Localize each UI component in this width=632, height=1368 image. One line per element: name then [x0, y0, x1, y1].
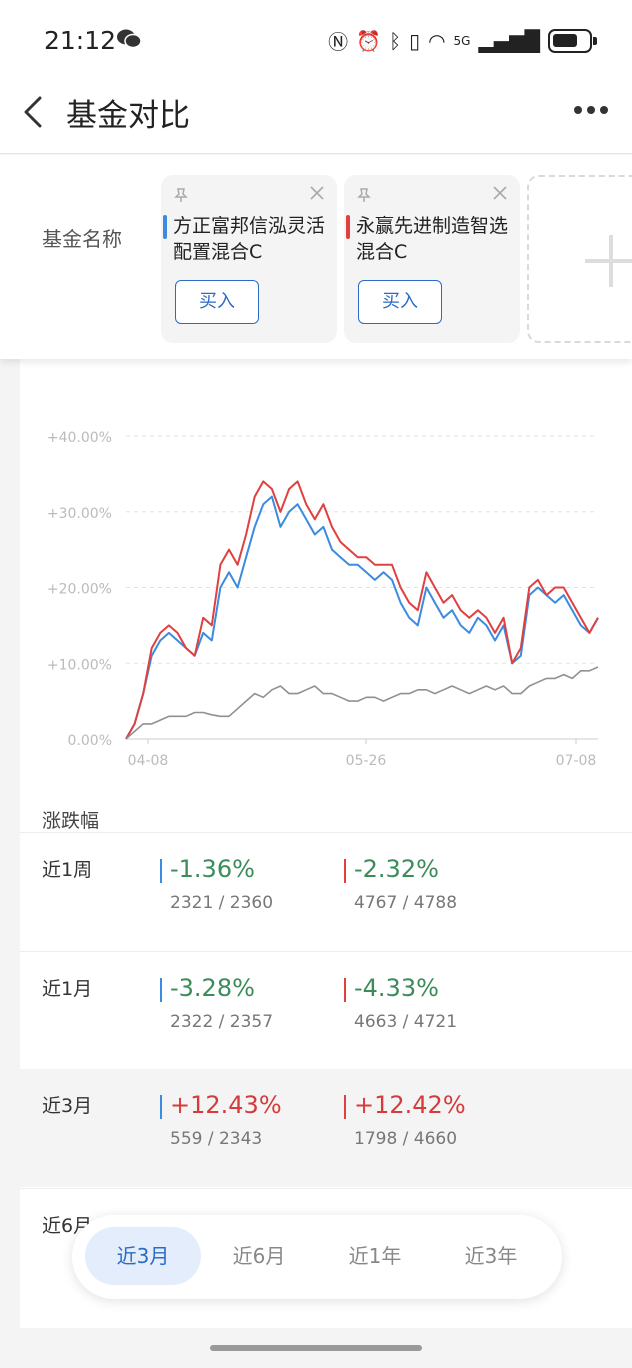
fund-card-1[interactable]: 方正富邦信泓灵活配置混合C 买入: [161, 175, 337, 343]
y-tick-label: +20.00%: [47, 582, 112, 598]
rank-value: 1798 / 4660: [354, 1129, 458, 1149]
fund-color-marker: [344, 1095, 346, 1119]
return-value: -2.32%: [354, 855, 439, 883]
tab-6m[interactable]: 近6月: [232, 1244, 286, 1268]
fund-color-marker: [344, 978, 346, 1002]
buy-button[interactable]: 买入: [175, 280, 259, 324]
series-line-2: [125, 480, 599, 740]
return-value: -4.33%: [354, 974, 439, 1002]
rank-value: 4767 / 4788: [354, 893, 458, 913]
performance-chart: +40.00% +30.00% +20.00% +10.00% 0.00% 04-08 05…: [47, 430, 599, 769]
wifi-icon: ◠: [428, 28, 446, 53]
fund-name: 永赢先进制造智选混合C: [356, 215, 509, 263]
tab-3y[interactable]: 近3年: [464, 1244, 518, 1268]
fund-name-label: 基金名称: [42, 227, 122, 251]
series-line-3: [125, 666, 599, 740]
x-tick-label: 07-08: [556, 753, 597, 769]
fund-color-marker: [160, 859, 162, 883]
page-title: 基金对比: [66, 98, 190, 134]
rank-value: 4663 / 4721: [354, 1012, 458, 1032]
tab-3m[interactable]: 近3月: [85, 1227, 201, 1285]
table-row: 近1周 -1.36% 2321 / 2360 -2.32% 4767 / 478…: [20, 832, 632, 950]
pin-icon[interactable]: [173, 187, 189, 203]
x-tick-label: 04-08: [128, 753, 169, 769]
fund-color-marker: [344, 859, 346, 883]
bluetooth-icon: ᛒ: [389, 28, 402, 53]
home-indicator: [210, 1345, 422, 1351]
series-line-1: [125, 495, 599, 740]
fund-color-marker: [346, 215, 350, 239]
status-icons: Ⓝ ⏰ ᛒ ▯ ◠ 5G ▂▄▆█: [328, 26, 597, 55]
y-tick-label: 0.00%: [68, 733, 112, 749]
period-tabbar: 近3月 近6月 近1年 近3年: [72, 1215, 562, 1299]
battery-icon: [548, 28, 597, 53]
more-icon[interactable]: [574, 102, 608, 118]
fund-header: 基金名称 方正富邦信泓灵活配置混合C 买入 永赢先进制造智选混合C 买入: [0, 155, 632, 359]
nfc-icon: Ⓝ: [328, 30, 349, 54]
fund-color-marker: [160, 978, 162, 1002]
fund-color-marker: [160, 1095, 162, 1119]
alarm-icon: ⏰: [356, 28, 382, 53]
rank-value: 559 / 2343: [170, 1129, 263, 1149]
y-tick-label: +30.00%: [47, 506, 112, 522]
signal-icon: ▂▄▆█: [478, 28, 540, 53]
y-tick-label: +10.00%: [47, 657, 112, 673]
buy-button[interactable]: 买入: [358, 280, 442, 324]
section-title: 涨跌幅: [42, 810, 100, 832]
close-icon[interactable]: [492, 185, 508, 201]
plus-icon: [585, 235, 632, 287]
table-row: 近1月 -3.28% 2322 / 2357 -4.33% 4663 / 472…: [20, 951, 632, 1069]
add-fund-card[interactable]: [527, 175, 632, 343]
tab-1y[interactable]: 近1年: [348, 1244, 402, 1268]
fund-name: 方正富邦信泓灵活配置混合C: [173, 215, 326, 263]
network-label: 5G: [453, 33, 471, 48]
nav-bar: 基金对比: [0, 80, 632, 154]
wechat-icon: [117, 29, 142, 49]
rank-value: 2321 / 2360: [170, 893, 274, 913]
content-panel: +40.00% +30.00% +20.00% +10.00% 0.00% 04-08 05…: [20, 358, 632, 1328]
return-value: +12.42%: [354, 1091, 466, 1119]
y-tick-label: +40.00%: [47, 430, 112, 446]
fund-color-marker: [163, 215, 167, 239]
period-label: 近1周: [42, 859, 93, 881]
return-value: -1.36%: [170, 855, 255, 883]
back-icon[interactable]: [20, 94, 50, 130]
x-tick-label: 05-26: [346, 753, 387, 769]
pin-icon[interactable]: [356, 187, 372, 203]
status-time: 21:12: [44, 26, 117, 55]
close-icon[interactable]: [309, 185, 325, 201]
status-bar: 21:12 Ⓝ ⏰ ᛒ ▯ ◠ 5G ▂▄▆█: [0, 0, 632, 80]
rank-value: 2322 / 2357: [170, 1012, 274, 1032]
table-row: 近3月 +12.43% 559 / 2343 +12.42% 1798 / 46…: [20, 1069, 632, 1187]
vibrate-icon: ▯: [409, 28, 421, 53]
period-label: 近1月: [42, 978, 93, 1000]
return-value: -3.28%: [170, 974, 255, 1002]
period-label: 近3月: [42, 1095, 93, 1117]
return-value: +12.43%: [170, 1091, 282, 1119]
fund-card-2[interactable]: 永赢先进制造智选混合C 买入: [344, 175, 520, 343]
